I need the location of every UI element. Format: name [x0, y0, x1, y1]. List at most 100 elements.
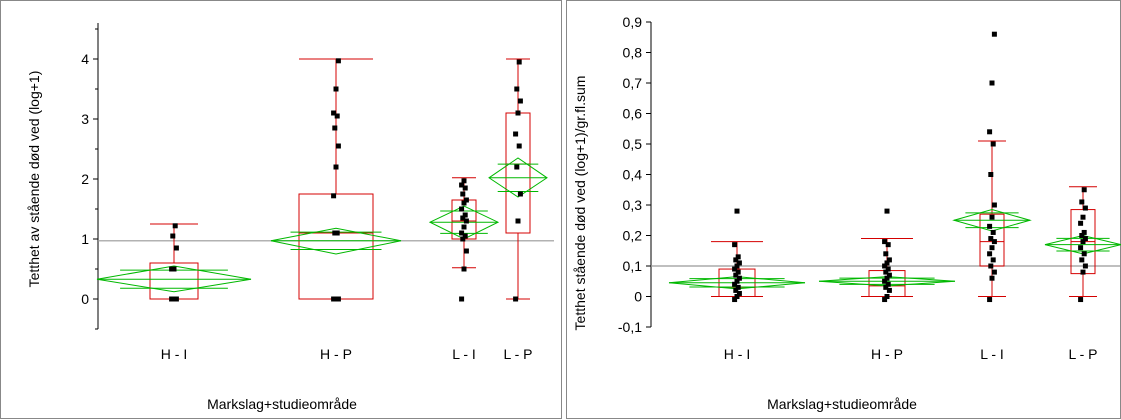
left-data-point — [460, 215, 466, 221]
right-data-point — [886, 257, 892, 263]
right-data-point — [1079, 257, 1085, 263]
left-data-point — [513, 296, 519, 302]
left-category-label: H - I — [161, 346, 187, 362]
right-category-label: H - I — [724, 346, 750, 362]
right-data-point — [882, 297, 888, 303]
right-data-point — [733, 257, 739, 263]
right-data-point — [1078, 220, 1084, 226]
left-y-tick-label: 1 — [81, 231, 89, 247]
right-data-point — [882, 263, 888, 269]
left-data-point — [331, 193, 337, 199]
right-data-point — [735, 284, 741, 290]
left-data-point — [172, 223, 178, 229]
right-data-point — [1080, 239, 1086, 245]
left-data-point — [331, 110, 337, 116]
left-data-point — [335, 296, 341, 302]
left-data-point — [459, 182, 465, 188]
right-data-point — [882, 239, 888, 245]
right-data-point — [991, 239, 997, 245]
left-data-point — [461, 266, 467, 272]
right-data-point — [736, 290, 742, 296]
left-data-point — [173, 245, 179, 251]
right-data-point — [989, 214, 995, 220]
right-data-point — [1081, 187, 1087, 193]
right-data-point — [886, 272, 892, 278]
left-data-point — [459, 296, 465, 302]
right-data-point — [735, 269, 741, 275]
left-data-point — [516, 59, 522, 65]
left-data-point — [463, 218, 469, 224]
right-data-point — [987, 223, 993, 229]
right-data-point — [989, 245, 995, 251]
right-data-point — [989, 80, 995, 86]
right-data-point — [884, 294, 890, 299]
right-y-tick-label: 0 — [634, 289, 642, 305]
left-y-tick-label: 2 — [81, 171, 89, 187]
right-data-point — [885, 242, 891, 248]
right-y-tick-label: 0,1 — [623, 258, 643, 274]
left-boxplot-chart: Tetthet av stående død ved (log+1) Marks… — [26, 23, 554, 412]
left-data-point — [461, 178, 467, 184]
left-y-tick-label: 3 — [81, 111, 89, 127]
right-data-point — [884, 275, 890, 281]
left-data-point — [463, 248, 469, 254]
right-data-point — [883, 284, 889, 290]
left-data-point — [462, 185, 468, 191]
right-data-point — [989, 275, 995, 281]
left-data-point — [462, 233, 468, 239]
right-x-axis-title: Markslag+studieområde — [767, 396, 917, 412]
left-data-point — [335, 58, 341, 64]
right-data-point — [883, 269, 889, 275]
right-data-point — [886, 287, 892, 293]
left-data-point — [514, 86, 520, 92]
left-category-label: L - I — [452, 346, 476, 362]
right-y-tick-label: 0,3 — [623, 197, 643, 213]
right-data-point — [1078, 297, 1084, 303]
left-data-point — [461, 224, 467, 230]
left-y-tick-label: 0 — [81, 291, 89, 307]
right-data-point — [883, 251, 889, 257]
right-data-point — [987, 251, 993, 257]
left-data-point — [172, 296, 178, 302]
right-data-point — [990, 141, 996, 147]
right-y-axis-title: Tetthet stående død ved (log+1)/gr.fl.su… — [572, 76, 588, 331]
right-data-point — [735, 254, 741, 260]
right-data-point — [732, 266, 738, 272]
left-box — [505, 112, 531, 234]
left-category-label: L - P — [503, 346, 532, 362]
right-y-tick-label: 0,2 — [623, 228, 643, 244]
right-data-point — [1082, 236, 1088, 242]
right-data-point — [990, 257, 996, 263]
right-data-point — [1080, 269, 1086, 275]
right-data-point — [991, 269, 997, 275]
right-data-point — [733, 272, 739, 278]
right-data-point — [987, 297, 993, 303]
left-category-label: H - P — [320, 346, 352, 362]
left-data-point — [460, 236, 466, 242]
right-data-point — [988, 172, 994, 177]
right-data-point — [732, 281, 738, 287]
left-data-point — [516, 143, 522, 149]
left-data-point — [517, 191, 523, 197]
right-data-point — [991, 31, 997, 37]
right-data-point — [1078, 245, 1084, 251]
right-data-point — [732, 242, 738, 248]
right-y-tick-label: 0,9 — [623, 14, 643, 30]
right-data-point — [1082, 205, 1088, 211]
left-data-point — [171, 266, 177, 272]
left-data-point — [332, 125, 338, 131]
right-data-point — [988, 263, 994, 269]
left-data-point — [334, 230, 340, 236]
left-data-point — [517, 98, 523, 104]
right-data-point — [1081, 251, 1087, 257]
left-y-axis-title: Tetthet av stående død ved (log+1) — [26, 71, 42, 288]
right-boxplot-chart: Tetthet stående død ved (log+1)/gr.fl.su… — [572, 14, 1121, 412]
left-data-point — [513, 131, 519, 137]
right-data-point — [734, 263, 740, 269]
right-data-point — [734, 294, 740, 299]
left-data-point — [334, 113, 340, 119]
right-data-point — [885, 266, 891, 272]
left-data-point — [515, 218, 521, 224]
right-data-point — [733, 287, 739, 293]
right-data-point — [1079, 199, 1085, 205]
